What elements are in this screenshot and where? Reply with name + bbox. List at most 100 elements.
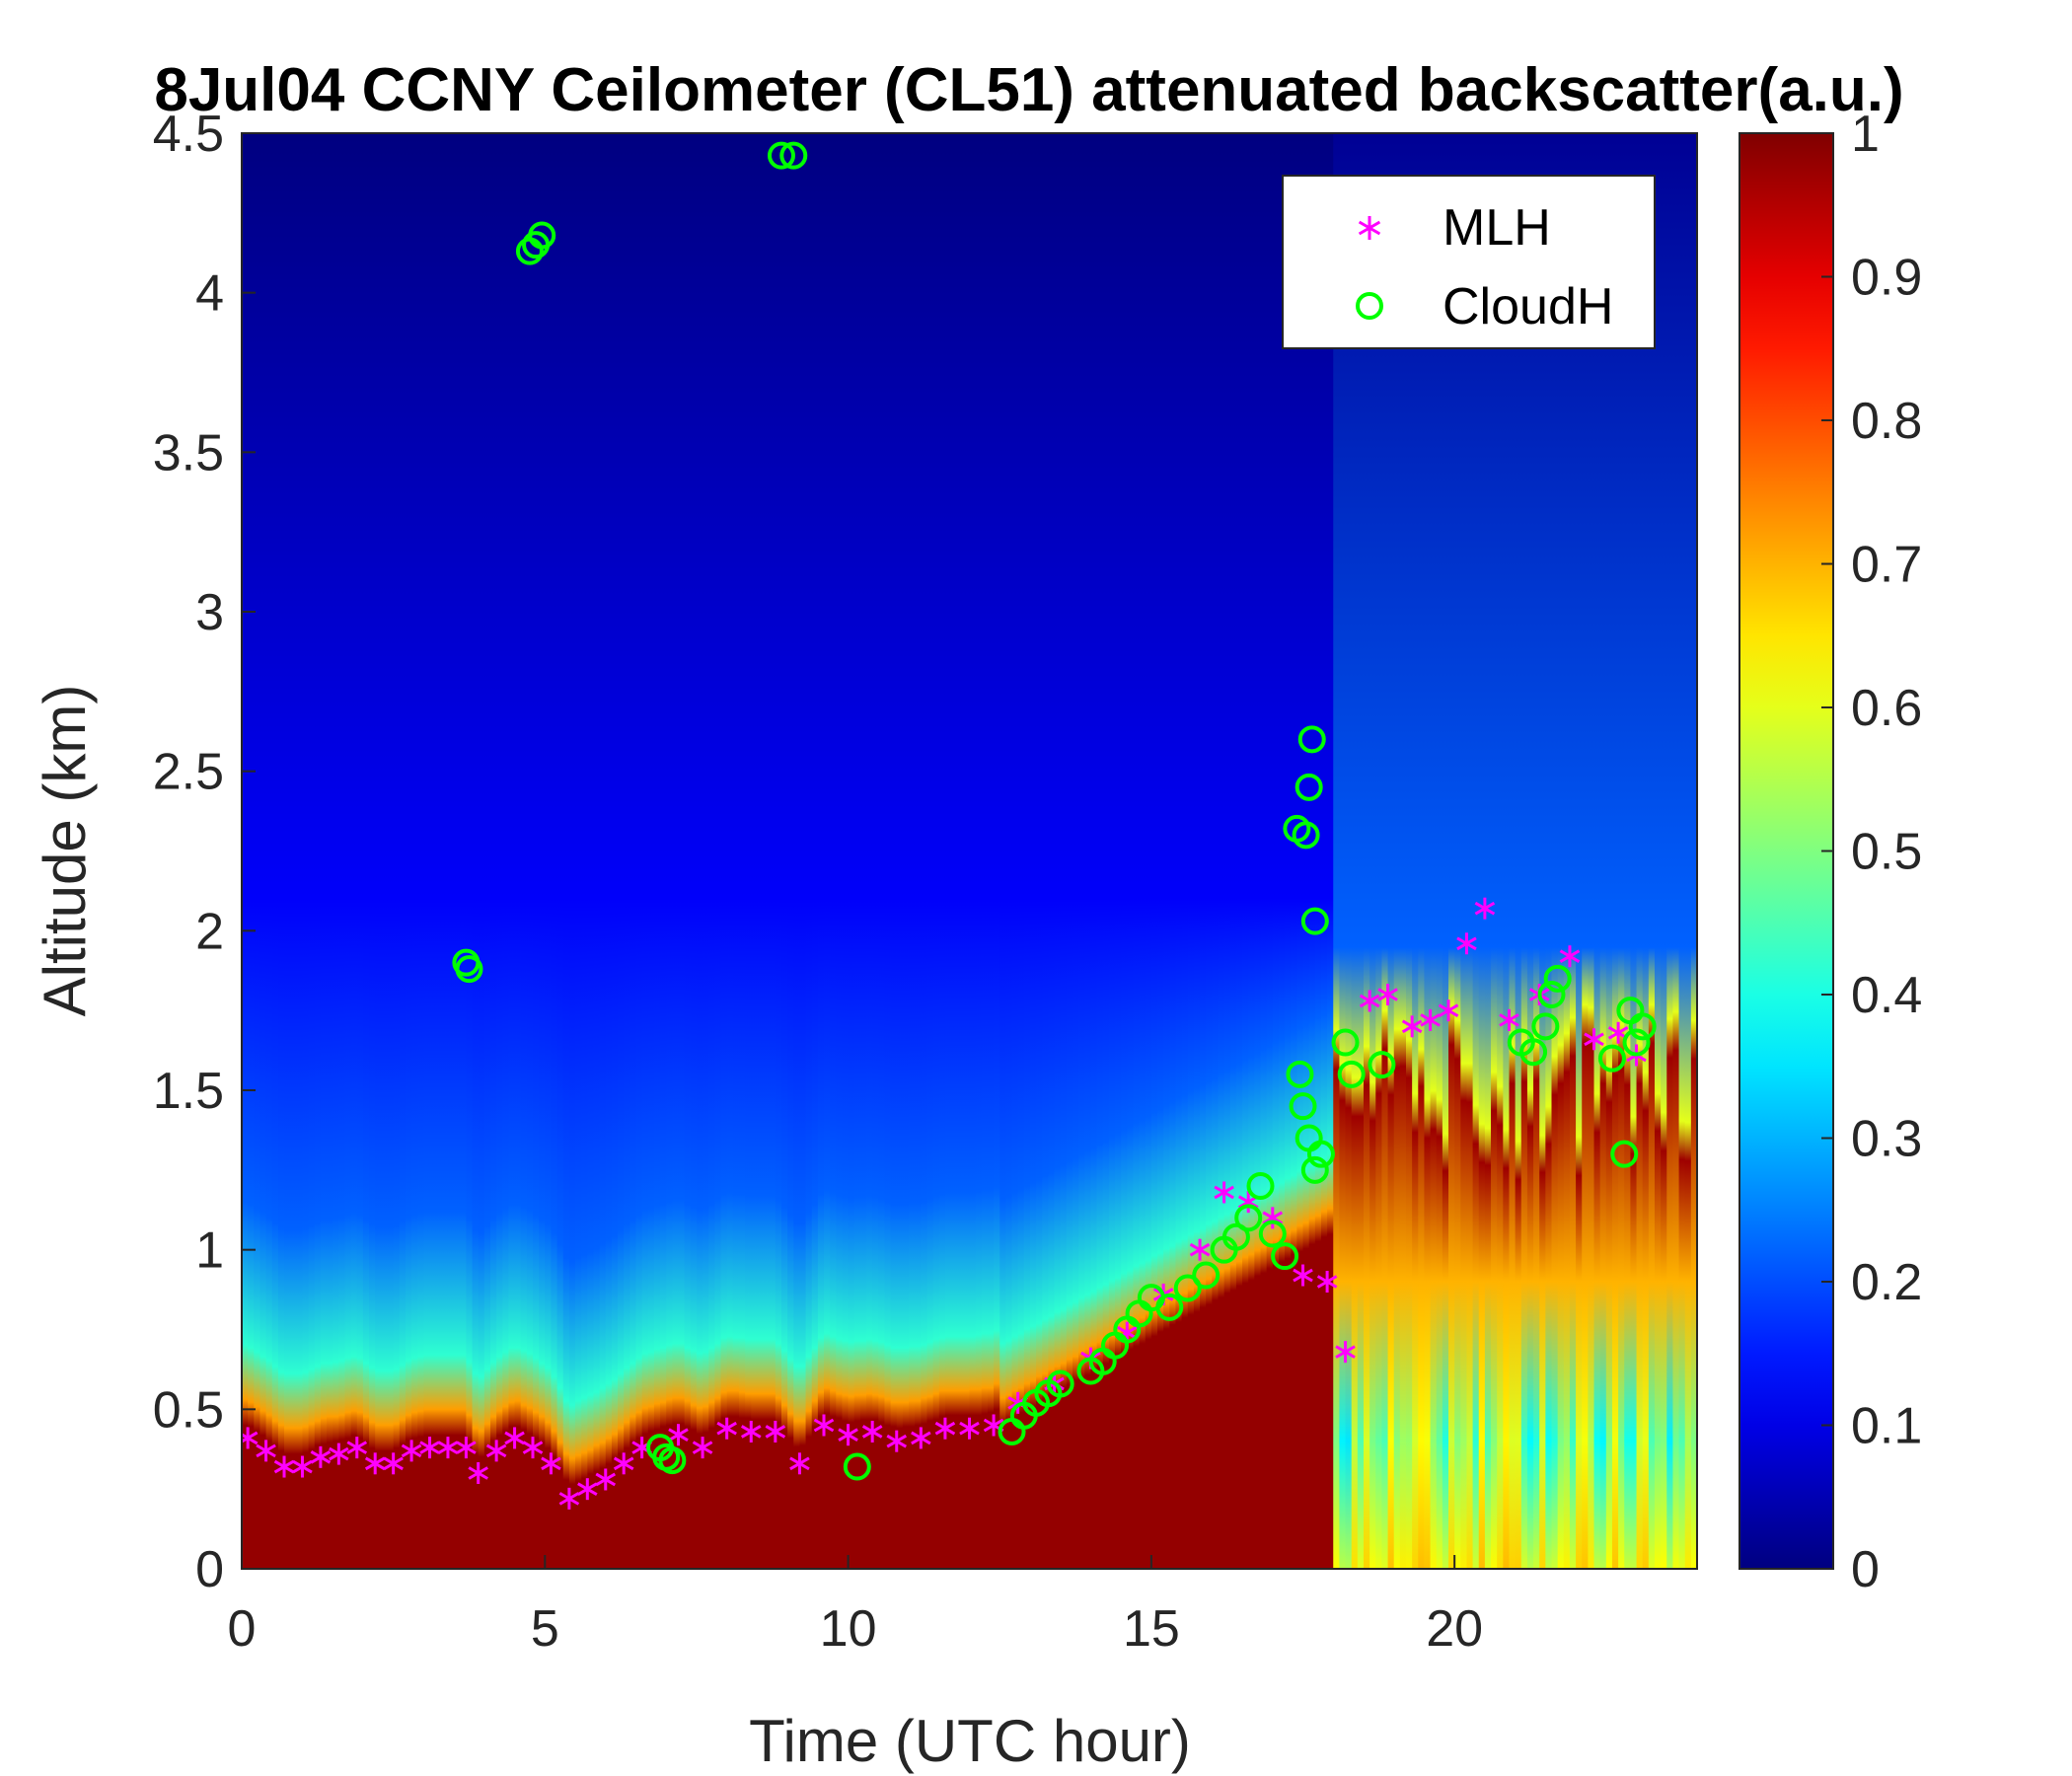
heatmap-column [817, 133, 825, 1569]
heatmap-column [551, 133, 558, 1569]
y-tick-label: 1.5 [153, 1063, 224, 1120]
heatmap-column [575, 133, 582, 1569]
colorbar-tick-label: 0.6 [1851, 680, 1922, 737]
heatmap-column [842, 133, 850, 1569]
mlh-point [292, 1455, 313, 1478]
heatmap-column [618, 133, 625, 1569]
heatmap-column [1229, 133, 1237, 1569]
heatmap-column [1096, 133, 1104, 1569]
cloudh-point [1289, 1092, 1317, 1121]
heatmap-column [254, 133, 261, 1569]
heatmap-column [1375, 133, 1383, 1569]
mlh-point [558, 1487, 580, 1510]
heatmap-column [1320, 133, 1328, 1569]
heatmap-column [502, 133, 510, 1569]
mlh-point [668, 1424, 689, 1446]
legend-cloudh-circle [1356, 292, 1383, 320]
heatmap-column [1150, 133, 1158, 1569]
colorbar-tick-label: 0.3 [1851, 1111, 1922, 1168]
heatmap-column [1308, 133, 1316, 1569]
heatmap-column [714, 133, 722, 1569]
legend-mlh-marker [1358, 216, 1381, 240]
heatmap-column [1387, 133, 1395, 1569]
mlh-point [485, 1440, 507, 1462]
mlh-point [1316, 1271, 1338, 1293]
cloudh-point [528, 221, 556, 250]
heatmap-column [327, 133, 333, 1569]
heatmap-column [703, 133, 709, 1569]
heatmap-column [963, 133, 971, 1569]
heatmap-column [1369, 133, 1376, 1569]
heatmap-column [1466, 133, 1474, 1569]
mlh-point [1559, 945, 1581, 968]
cloudh-point [843, 1452, 871, 1481]
heatmap-column [1545, 133, 1553, 1569]
heatmap-column [259, 133, 267, 1569]
mlh-point [838, 1424, 858, 1446]
heatmap-column [350, 133, 358, 1569]
heatmap-column [720, 133, 728, 1569]
cloudh-point [1331, 1028, 1360, 1057]
x-tick-label: 5 [531, 1600, 559, 1658]
heatmap-column [1206, 133, 1213, 1569]
heatmap-column [799, 133, 807, 1569]
heatmap-column [393, 133, 401, 1569]
heatmap-column [1515, 133, 1522, 1569]
heatmap-column [1193, 133, 1201, 1569]
colorbar-tick-label: 0.9 [1851, 250, 1922, 307]
heatmap-column [672, 133, 680, 1569]
mlh-series [242, 897, 1647, 1510]
heatmap-column [660, 133, 667, 1569]
heatmap-column [811, 133, 819, 1569]
mlh-point [1420, 1008, 1441, 1031]
cloudh-point [1628, 1012, 1657, 1041]
mlh-point [364, 1452, 386, 1475]
heatmap-column [333, 133, 339, 1569]
cloudh-point [779, 141, 808, 170]
heatmap-column [581, 133, 588, 1569]
heatmap-column [884, 133, 892, 1569]
mlh-point [692, 1437, 713, 1459]
colorbar-tick-label: 0.1 [1851, 1398, 1922, 1455]
colorbar-tick-label: 0.4 [1851, 967, 1922, 1024]
heatmap-column [526, 133, 534, 1569]
heatmap-column [1636, 133, 1644, 1569]
heatmap-column [1618, 133, 1625, 1569]
heatmap-column [344, 133, 352, 1569]
heatmap-column [1078, 133, 1085, 1569]
heatmap-column [1285, 133, 1292, 1569]
heatmap-column [1090, 133, 1098, 1569]
heatmap-column [1624, 133, 1631, 1569]
heatmap-column [1430, 133, 1438, 1569]
heatmap-column [738, 133, 746, 1569]
heatmap-column [878, 133, 886, 1569]
heatmap-column [1212, 133, 1220, 1569]
heatmap-column [1223, 133, 1231, 1569]
heatmap-column [684, 133, 692, 1569]
heatmap-column [921, 133, 928, 1569]
heatmap-column [1187, 133, 1195, 1569]
cloudh-point [1046, 1369, 1074, 1398]
chart-title: 8Jul04 CCNY Ceilometer (CL51) attenuated… [154, 56, 1903, 124]
heatmap-column [1497, 133, 1504, 1569]
mlh-point [1377, 984, 1398, 1005]
heatmap-column [1363, 133, 1370, 1569]
heatmap-column [1084, 133, 1092, 1569]
heatmap-column [417, 133, 424, 1569]
colorbar: 0 0.1 0.2 0.3 0.4 0.5 0.6 0.7 0.8 0.9 1 [1739, 106, 1922, 1598]
heatmap-column [981, 133, 989, 1569]
heatmap-column [277, 133, 285, 1569]
heatmap-column [853, 133, 861, 1569]
heatmap-column [830, 133, 837, 1569]
heatmap-column [932, 133, 940, 1569]
mlh-point [419, 1437, 440, 1459]
heatmap-column [890, 133, 898, 1569]
mlh-point [1335, 1341, 1356, 1364]
heatmap-column [265, 133, 273, 1569]
heatmap-column [641, 133, 649, 1569]
heatmap-column [405, 133, 412, 1569]
heatmap-column [375, 133, 382, 1569]
heatmap-column [356, 133, 364, 1569]
heatmap-column [872, 133, 879, 1569]
